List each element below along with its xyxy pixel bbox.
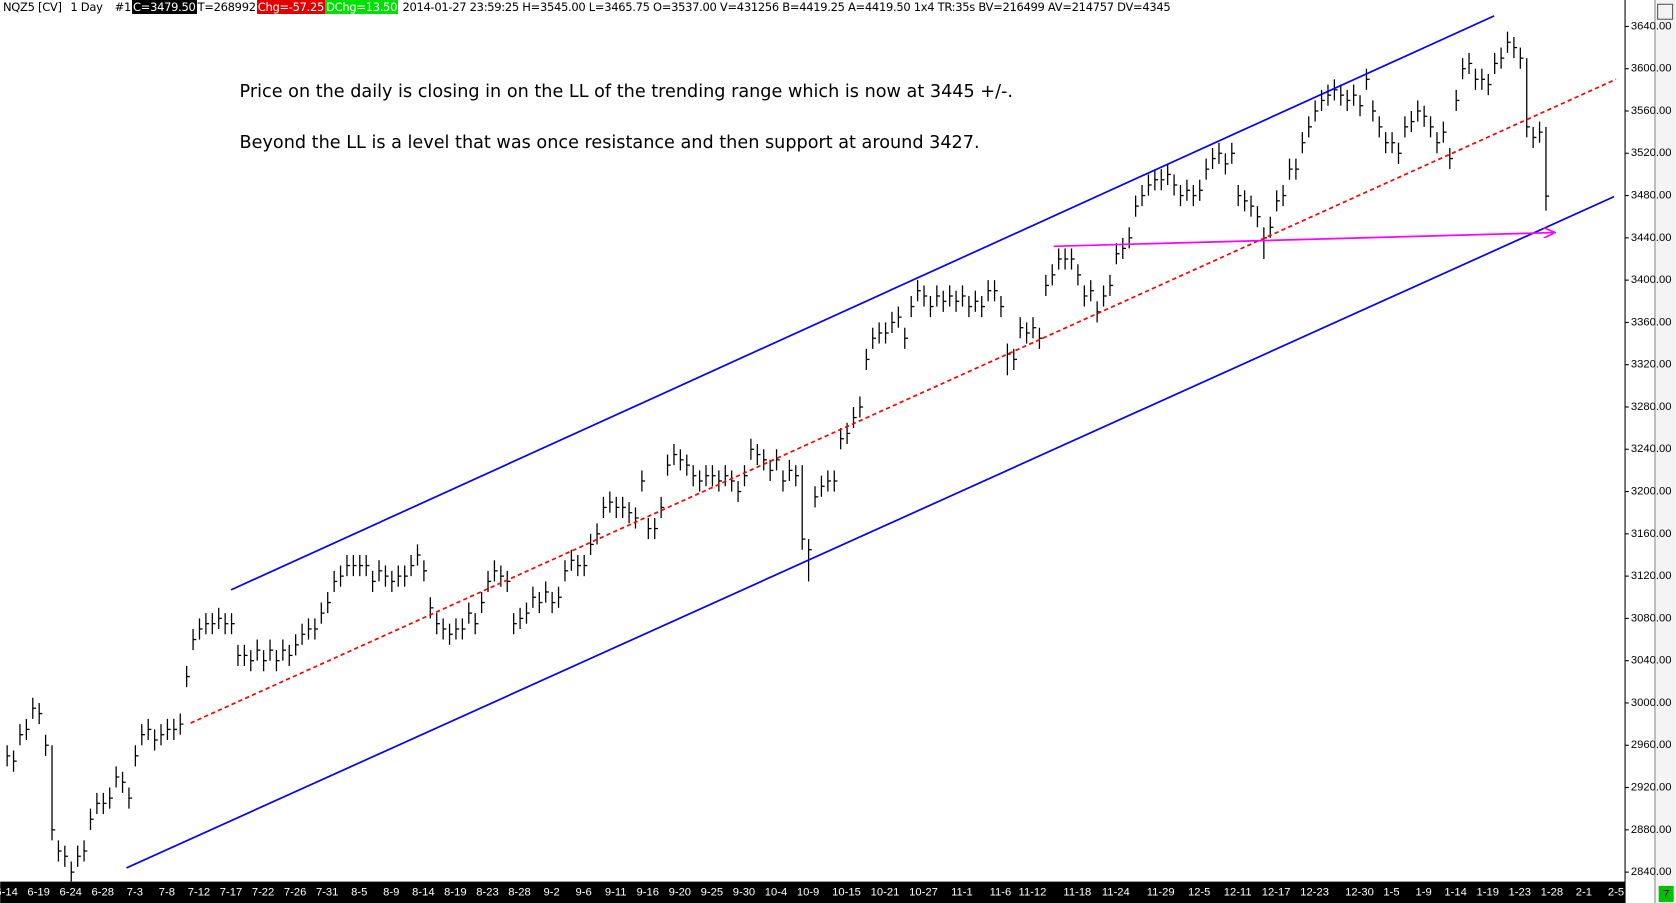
side-panel [1655,0,1676,903]
y-tick-label: 3480.00 [1631,190,1672,202]
x-tick-label: 6-24 [59,886,81,898]
y-tick-label: 3280.00 [1631,401,1672,413]
trend-line [230,15,1495,591]
x-tick-label: 7-3 [127,886,143,898]
x-tick-label: 11-6 [990,886,1012,898]
x-tick-label: 8-28 [508,886,530,898]
x-tick-label: 9-16 [637,886,659,898]
x-tick-label: 7-17 [220,886,242,898]
annotation: Price on the daily is closing in on the … [240,82,1013,102]
x-tick-label: 11-12 [1019,886,1047,898]
x-tick-label: 10-27 [909,886,938,898]
y-tick-label: 3200.00 [1631,486,1672,498]
change-field: Chg=-57.25 [256,0,326,14]
y-tick-label: 2840.00 [1631,866,1672,878]
trend-line [190,78,1617,724]
x-tick-label: 9-2 [543,886,559,898]
ticks-field: T=268992 [197,0,256,14]
x-tick-label: 7-22 [252,886,274,898]
y-tick-label: 3520.00 [1631,147,1672,159]
y-tick-label: 3080.00 [1631,612,1672,624]
x-tick-label: 10-4 [765,886,787,898]
x-tick-label: 8-9 [383,886,399,898]
x-tick-label: 7-26 [284,886,306,898]
x-tick-label: 1-23 [1509,886,1531,898]
x-tick-label: 1-9 [1416,886,1432,898]
x-tick-label: 6-28 [92,886,114,898]
y-tick-label: 3000.00 [1631,697,1672,709]
x-tick-label: 9-30 [733,886,755,898]
trend-line [126,195,1615,869]
x-tick-label: 12-23 [1300,886,1329,898]
x-tick-label: 1-5 [1383,886,1399,898]
x-tick-label: 9-6 [576,886,592,898]
x-tick-label: 9-11 [605,886,627,898]
x-tick-label: 12-11 [1224,886,1252,898]
x-tick-label: 11-24 [1102,886,1130,898]
close-field: C=3479.50 [132,0,197,14]
y-tick-label: 3320.00 [1631,359,1672,371]
x-tick-label: 8-5 [351,886,367,898]
y-tick-label: 3120.00 [1631,570,1672,582]
y-tick-label: 3400.00 [1631,274,1672,286]
x-tick-label: 11-29 [1147,886,1175,898]
x-tick-label: 1-19 [1476,886,1498,898]
x-tick-label: 10-9 [797,886,819,898]
y-tick-label: 3560.00 [1631,105,1672,117]
y-tick-label: 3600.00 [1631,63,1672,75]
x-tick-label: 6-19 [27,886,49,898]
x-tick-label: 12-30 [1345,886,1374,898]
x-tick-label: 2-5 [1608,886,1624,898]
trend-line [1053,233,1555,248]
x-tick-label: 12-17 [1262,886,1291,898]
chart-id: #1 [114,0,132,14]
y-tick-label: 3640.00 [1631,20,1672,32]
y-tick-label: 2960.00 [1631,739,1672,751]
x-tick-label: 11-18 [1063,886,1091,898]
x-tick-label: 9-25 [701,886,723,898]
details: 2014-01-27 23:59:25 H=3545.00 L=3465.75 … [402,0,1171,14]
plot-area [6,15,1617,882]
x-tick-label: 7-8 [159,886,175,898]
x-axis-strip [0,881,1625,903]
x-tick-label: 8-23 [476,886,498,898]
x-tick-label: 2-1 [1576,886,1592,898]
x-tick-label: 1-14 [1444,886,1466,898]
y-tick-label: 3440.00 [1631,232,1672,244]
panel-icon [1657,3,1674,20]
interval: 1 Day [70,0,103,14]
header: NQZ5 [CV] 1 Day #1 C=3479.50 T=268992 Chg=-… [2,0,1171,15]
corner-label: 7 [1663,888,1669,900]
y-tick-label: 2880.00 [1631,824,1672,836]
x-tick-label: 1-28 [1541,886,1563,898]
annotation: Beyond the LL is a level that was once r… [240,133,980,153]
x-tick-label: 7-12 [188,886,210,898]
x-tick-label: 8-14 [412,886,434,898]
x-tick-label: 9-20 [669,886,691,898]
x-tick-label: 12-5 [1188,886,1210,898]
y-tick-label: 3240.00 [1631,443,1672,455]
symbol: NQZ5 [CV] [3,0,62,14]
x-tick-label: 10-15 [832,886,861,898]
x-tick-label: 11-1 [951,886,973,898]
x-tick-label: 7-31 [316,886,338,898]
y-tick-label: 3360.00 [1631,316,1672,328]
x-tick-label: 10-21 [871,886,900,898]
day-change-field: DChg=13.50 [325,0,399,14]
x-tick-label: 8-19 [444,886,466,898]
y-tick-label: 3040.00 [1631,655,1672,667]
corner-box [1658,885,1674,902]
x-tick-label: 6-14 [0,886,18,898]
y-tick-label: 3160.00 [1631,528,1672,540]
y-tick-label: 2920.00 [1631,782,1672,794]
